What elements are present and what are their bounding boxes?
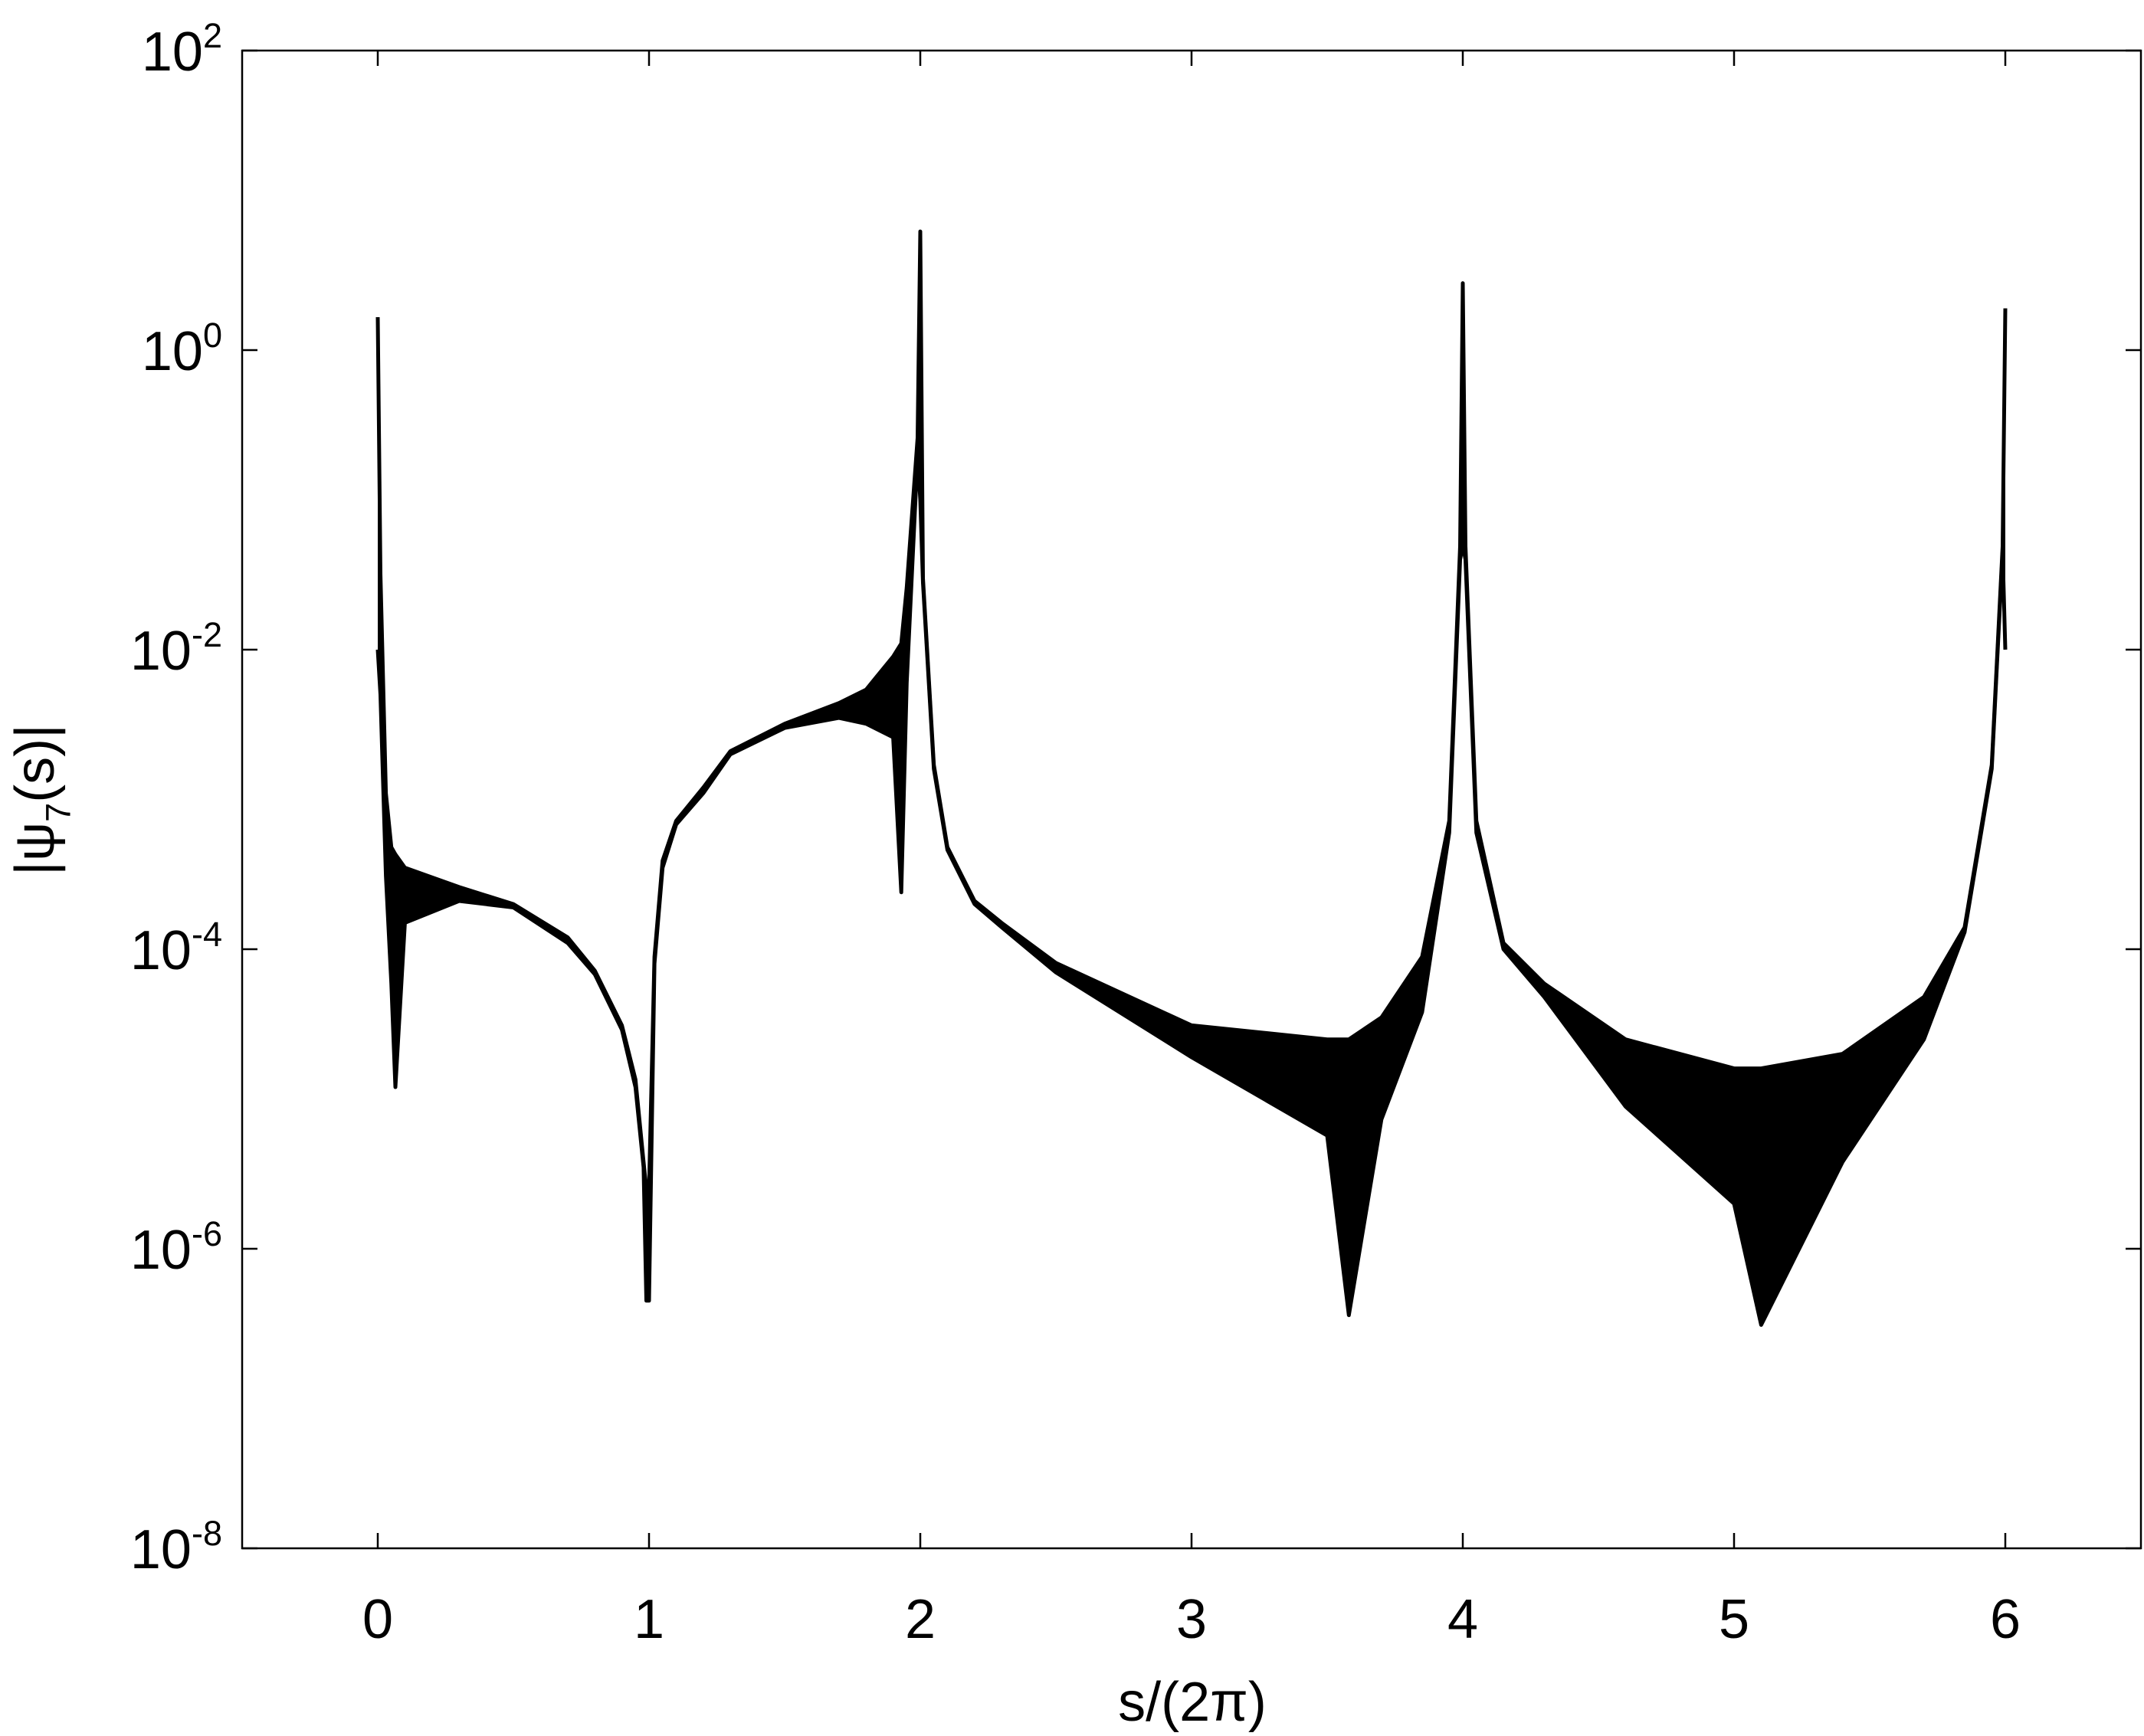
x-tick-label: 5 xyxy=(1719,1589,1749,1650)
y-tick-label: 100 xyxy=(142,316,222,382)
y-tick-label: 10-2 xyxy=(130,615,222,682)
plot-frame xyxy=(241,49,2142,1550)
x-tick-label: 6 xyxy=(1990,1589,2021,1650)
x-axis-label: s/(2π) xyxy=(1118,1672,1267,1733)
envelope-line xyxy=(375,453,2008,1327)
y-tick-label: 102 xyxy=(142,16,222,83)
x-tick-label: 1 xyxy=(634,1589,664,1650)
y-tick-label: 10-4 xyxy=(130,915,222,981)
envelope-line xyxy=(375,229,2008,1191)
x-tick-label: 3 xyxy=(1176,1589,1207,1650)
x-tick-label: 4 xyxy=(1447,1589,1478,1650)
x-tick-label: 0 xyxy=(362,1589,393,1650)
y-axis-label: |ψ7(s)| xyxy=(5,724,78,876)
x-tick-label: 2 xyxy=(905,1589,936,1650)
y-tick-label: 10-6 xyxy=(130,1214,222,1281)
y-tick-label: 10-8 xyxy=(130,1514,222,1580)
band-area xyxy=(378,231,2005,1325)
